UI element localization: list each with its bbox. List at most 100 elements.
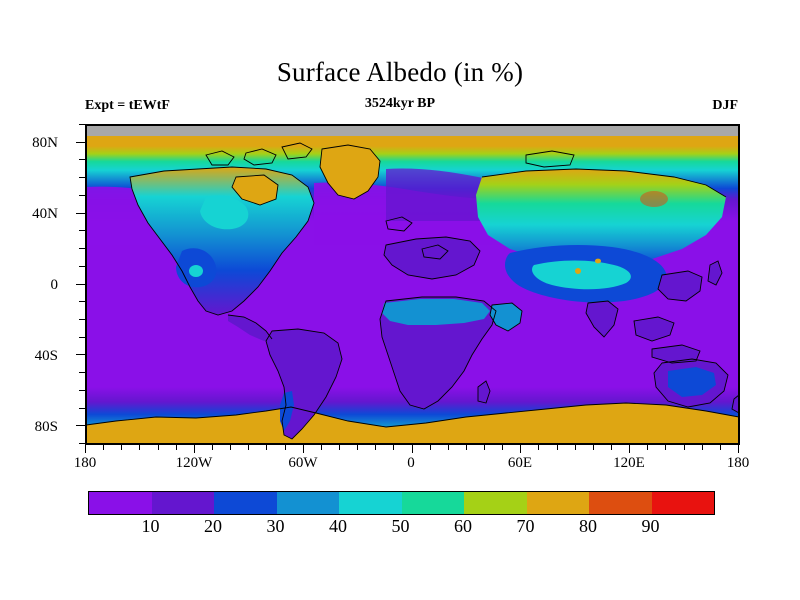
ytick-label-80s: 80S — [34, 419, 58, 435]
colorbar-tick-label-50: 50 — [391, 516, 410, 536]
colorbar-tick-label-60: 60 — [454, 516, 472, 536]
xtick-170 — [720, 444, 721, 450]
coastline-overlay — [86, 142, 739, 440]
xtick--100 — [230, 444, 231, 450]
xtick-60 — [520, 444, 521, 453]
ytick-30 — [79, 230, 85, 231]
india-landmass — [586, 301, 618, 337]
colorbar-segment-2 — [214, 492, 277, 514]
ytick-10 — [79, 266, 85, 267]
hudson-bay-ice — [232, 175, 278, 205]
xtick--170 — [103, 444, 104, 450]
ytick-50 — [79, 195, 85, 196]
gobi-bright-spot — [595, 258, 601, 264]
map-frame — [86, 125, 739, 444]
xtick--110 — [212, 444, 213, 450]
xtick--140 — [158, 444, 159, 450]
ytick--60 — [79, 390, 85, 391]
ytick-label-40n: 40N — [32, 206, 58, 222]
colorbar-segment-0 — [89, 492, 152, 514]
xtick--30 — [357, 444, 358, 450]
xtick--150 — [139, 444, 140, 450]
missing-data-band — [86, 125, 739, 136]
xtick-90 — [575, 444, 576, 450]
colorbar-tick-label-30: 30 — [266, 516, 285, 536]
xtick-label-60e: 60E — [507, 455, 533, 471]
colorbar-segment-4 — [339, 492, 402, 514]
colorbar-segment-1 — [151, 492, 214, 514]
xtick--50 — [321, 444, 322, 450]
page-title: Surface Albedo (in %) — [276, 57, 524, 87]
ytick-60 — [79, 177, 85, 178]
colorbar-segment-5 — [401, 492, 464, 514]
siberia-snow-cover — [476, 169, 726, 265]
madagascar-landmass — [478, 381, 490, 403]
xtick-label-180e: 180 — [726, 455, 750, 471]
xtick--80 — [266, 444, 267, 450]
greenland-landmass — [320, 145, 380, 199]
albedo-map — [86, 125, 739, 444]
xtick-70 — [538, 444, 539, 450]
colorbar-segment-3 — [276, 492, 339, 514]
xtick--40 — [339, 444, 340, 450]
map-plot-area — [85, 124, 740, 445]
xtick-100 — [593, 444, 594, 450]
ytick--40 — [76, 354, 85, 355]
ytick--70 — [79, 408, 85, 409]
taklamakan-bright-spot — [575, 268, 581, 274]
tibetan-plateau-snow — [532, 260, 631, 290]
xtick-10 — [430, 444, 431, 450]
xtick-160 — [702, 444, 703, 450]
xtick-50 — [502, 444, 503, 450]
xtick-140 — [665, 444, 666, 450]
ytick-label-0: 0 — [50, 277, 59, 293]
great-basin-salt-flats — [189, 265, 203, 277]
ytick--50 — [79, 372, 85, 373]
colorbar — [88, 491, 715, 515]
xtick-label-60w: 60W — [288, 455, 318, 471]
colorbar-segment-6 — [464, 492, 527, 514]
andes-patagonia-snow — [280, 391, 294, 431]
xtick-0 — [412, 444, 413, 453]
xtick-40 — [484, 444, 485, 450]
xtick-130 — [647, 444, 648, 450]
xtick-30 — [466, 444, 467, 450]
ytick-70 — [79, 159, 85, 160]
xtick-150 — [684, 444, 685, 450]
experiment-label: Expt = tEWtF — [85, 98, 170, 113]
season-label: DJF — [712, 98, 738, 113]
xtick-label-0: 0 — [407, 455, 415, 471]
xtick--10 — [393, 444, 394, 450]
xtick--130 — [176, 444, 177, 450]
arabian-peninsula-albedo — [490, 303, 522, 331]
new-zealand-landmass — [732, 395, 739, 413]
colorbar-segment-9 — [651, 492, 714, 514]
colorbar-tick-label-90: 90 — [641, 516, 660, 536]
colorbar-segment-8 — [589, 492, 652, 514]
xtick-80 — [557, 444, 558, 450]
colorbar-tick-label-10: 10 — [141, 516, 160, 536]
ytick-40 — [76, 213, 85, 214]
xtick--70 — [285, 444, 286, 450]
xtick--90 — [248, 444, 249, 450]
ytick--80 — [76, 425, 85, 426]
colorbar-tick-label-40: 40 — [329, 516, 347, 536]
yakutia-extreme-albedo — [640, 191, 668, 207]
xtick--20 — [375, 444, 376, 450]
indonesia-landmass — [652, 345, 700, 363]
xtick-110 — [611, 444, 612, 450]
australia-interior-desert — [668, 367, 716, 397]
ytick--90 — [79, 443, 85, 444]
xtick-label-180w: 180 — [73, 455, 97, 471]
xtick-120 — [629, 444, 630, 453]
ytick-label-40s: 40S — [34, 348, 58, 364]
xtick--120 — [194, 444, 195, 453]
north-america-landmass — [130, 167, 314, 315]
southeast-asia-landmass — [634, 317, 674, 341]
ytick--20 — [79, 319, 85, 320]
ytick-0 — [76, 284, 85, 285]
colorbar-tick-label-80: 80 — [579, 516, 597, 536]
xtick-label-120e: 120E — [613, 455, 645, 471]
alaska-yukon-snow — [200, 195, 249, 230]
